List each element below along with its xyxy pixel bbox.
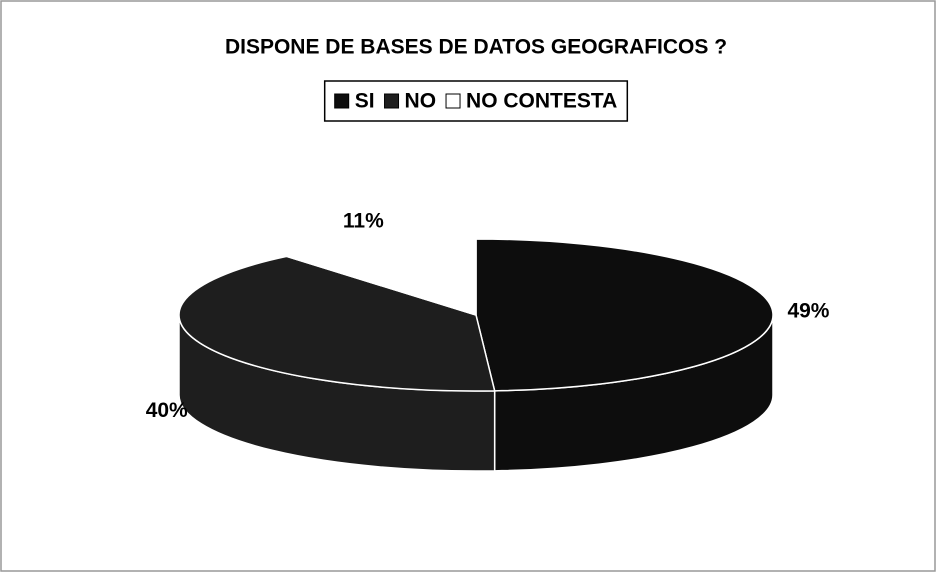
slice [178, 255, 496, 392]
chart-title: DISPONE DE BASES DE DATOS GEOGRAFICOS ? [225, 36, 727, 59]
data-label: 11% [343, 210, 384, 233]
legend-frame [323, 80, 629, 122]
slice [283, 238, 477, 317]
legend-label: NO [405, 90, 437, 113]
data-label: 49% [787, 299, 829, 322]
legend-swatch [445, 93, 461, 109]
data-label: 40% [146, 399, 188, 422]
legend-swatch [334, 93, 350, 109]
legend-swatch [384, 93, 400, 109]
legend-label: NO CONTESTA [466, 90, 617, 113]
legend-label: SI [355, 90, 375, 113]
slice [475, 238, 774, 392]
